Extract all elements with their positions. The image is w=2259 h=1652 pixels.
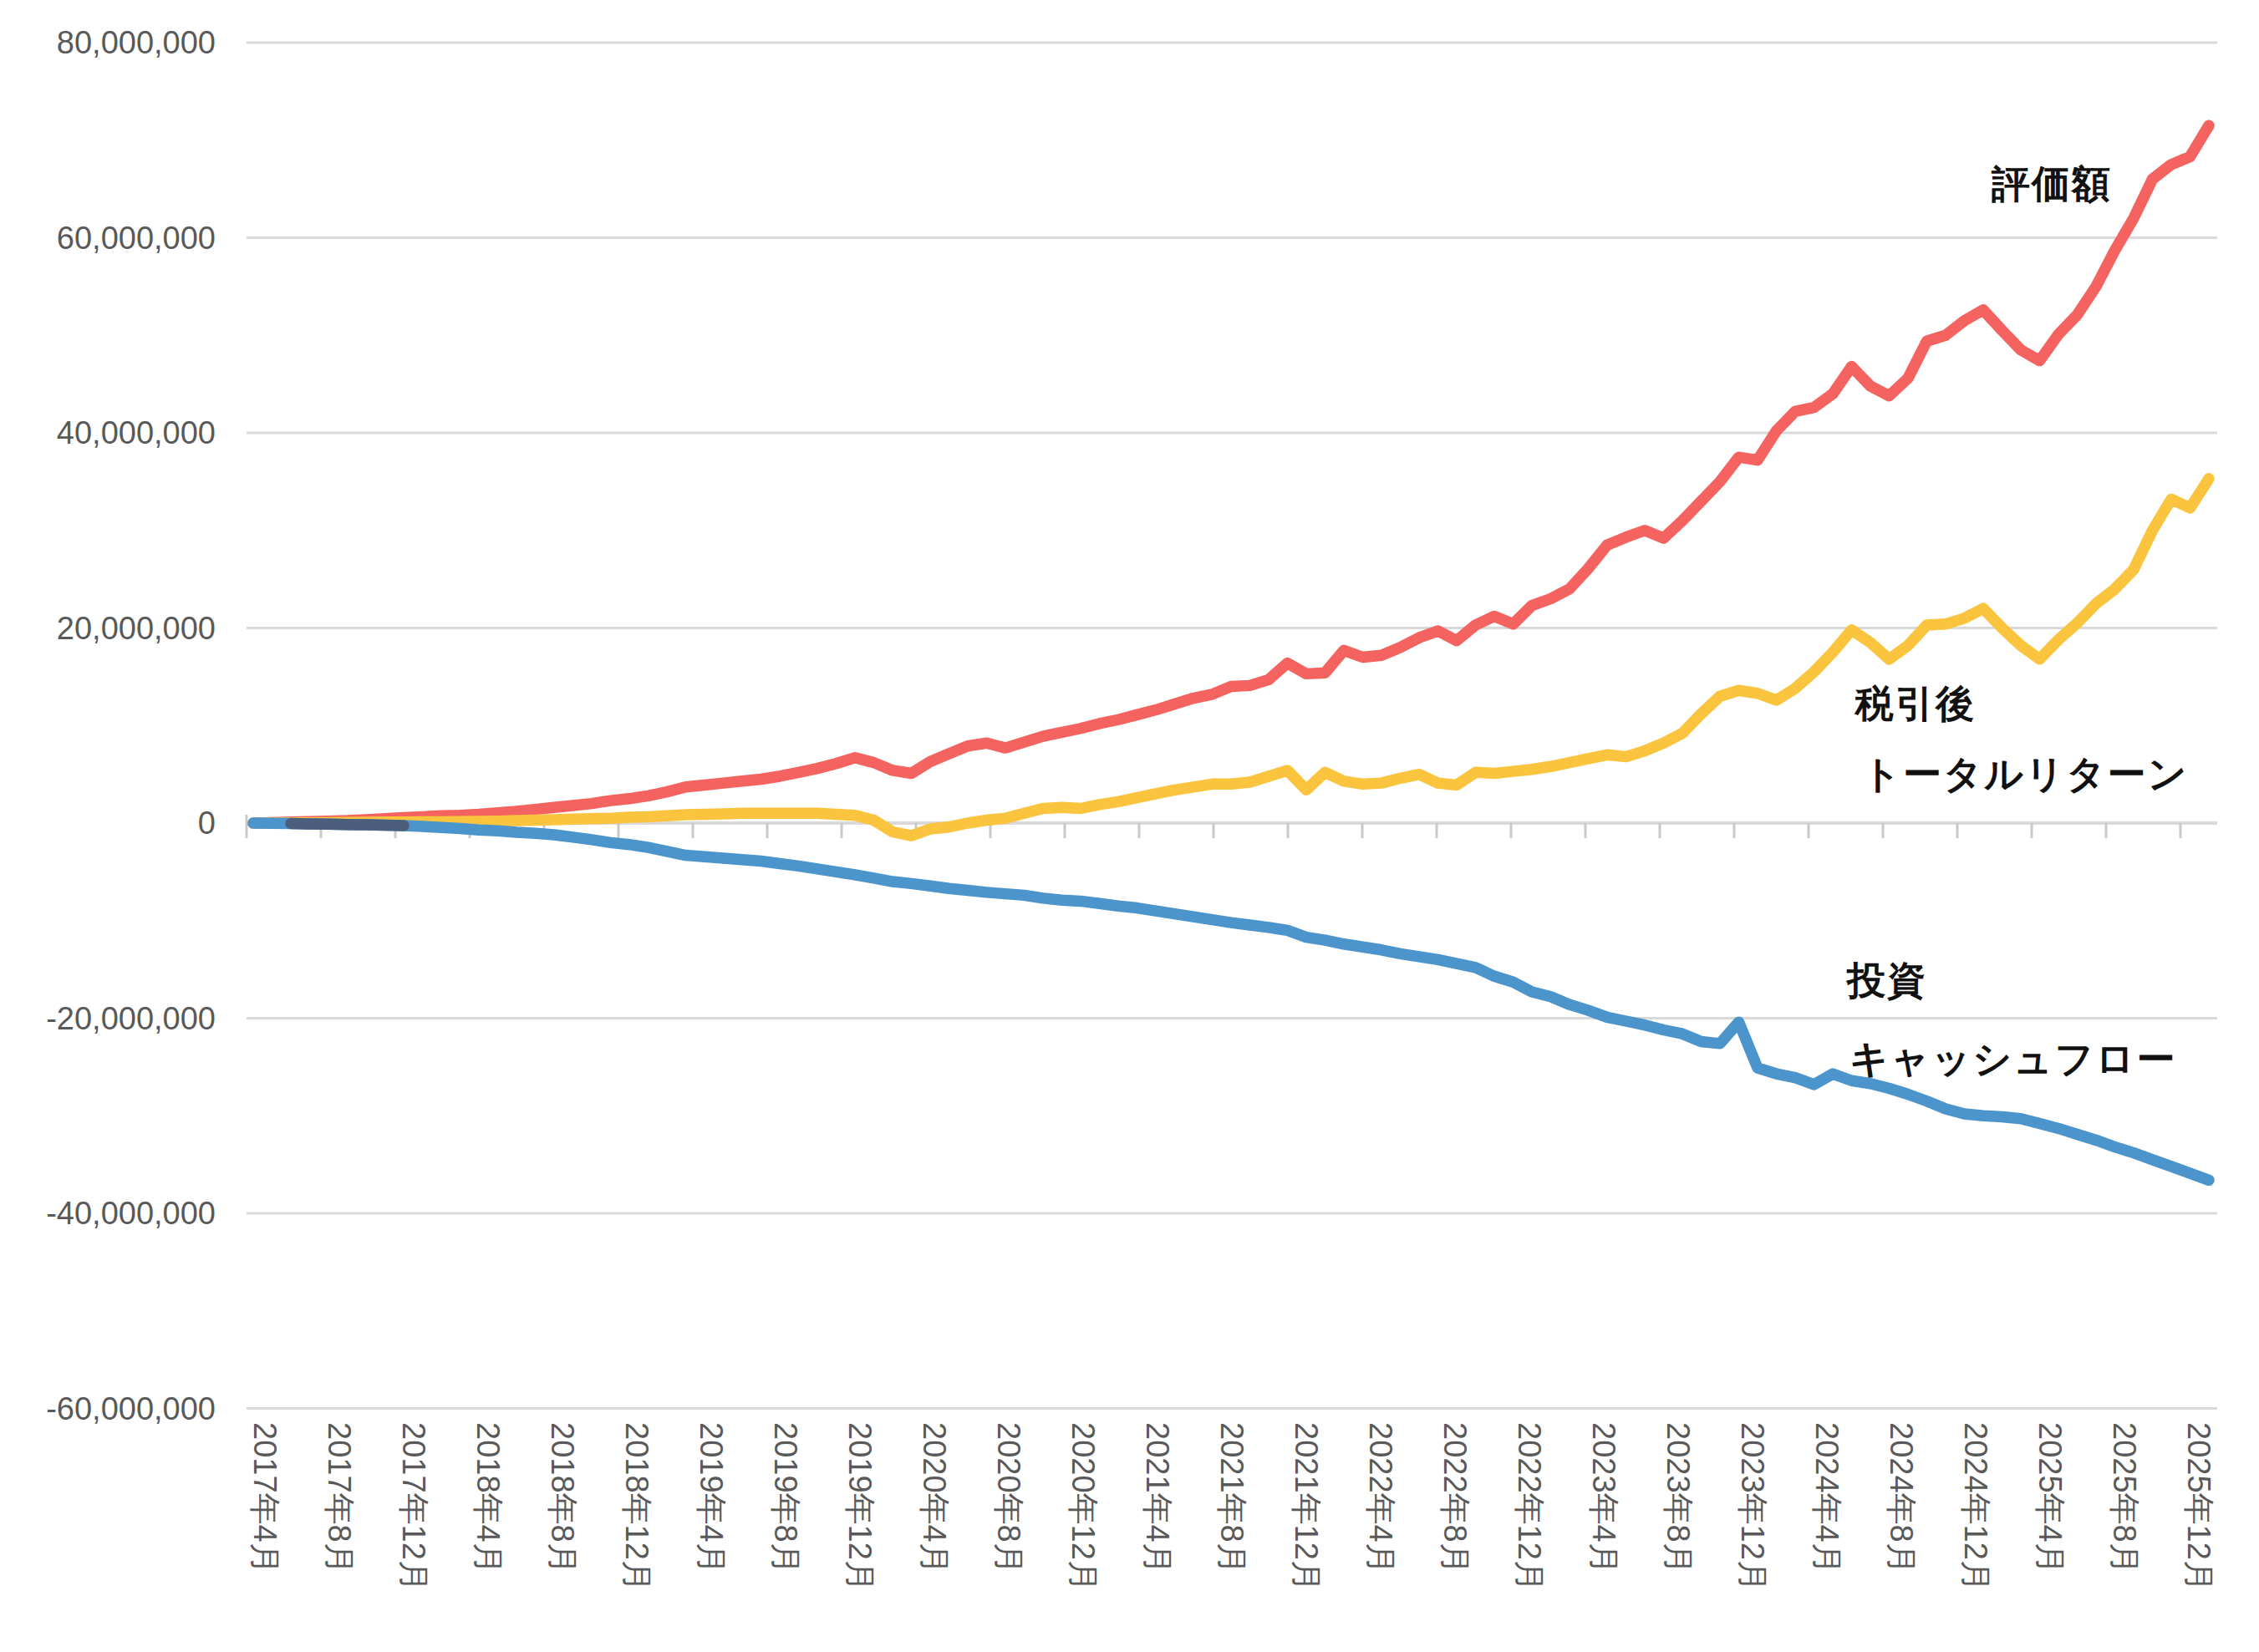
after-tax-return-series-label-line1: 税引後 <box>1855 679 1976 730</box>
plot-canvas <box>0 0 2259 1652</box>
x-axis-tick-label: 2023年4月 <box>1585 1422 1622 1574</box>
y-axis-tick-label: 40,000,000 <box>7 412 216 454</box>
y-axis-tick-label: 20,000,000 <box>7 607 216 649</box>
x-axis-tick-label: 2017年8月 <box>321 1422 358 1574</box>
y-axis-tick-label: -20,000,000 <box>7 998 216 1039</box>
x-axis-tick-label: 2022年12月 <box>1511 1422 1548 1592</box>
portfolio-performance-chart: 80,000,000 60,000,000 40,000,000 20,000,000… <box>0 0 2259 1652</box>
y-axis-tick-label: -60,000,000 <box>7 1388 216 1430</box>
x-axis-tick-label: 2025年4月 <box>2032 1422 2068 1574</box>
valuation-series-label: 評価額 <box>1992 159 2112 211</box>
x-axis-tick-label: 2018年8月 <box>544 1422 581 1574</box>
investment-cashflow-series-label-line1: 投資 <box>1847 955 1927 1007</box>
x-axis-tick-label: 2017年4月 <box>247 1422 283 1574</box>
investment-cashflow-series-label-line2: キャッシュフロー <box>1849 1034 2177 1085</box>
y-axis-tick-label: -40,000,000 <box>7 1192 216 1234</box>
y-axis-tick-label: 80,000,000 <box>7 22 216 64</box>
x-axis-tick-label: 2024年4月 <box>1809 1422 1845 1574</box>
x-axis-tick-label: 2019年4月 <box>693 1422 730 1574</box>
x-axis-tick-label: 2025年8月 <box>2106 1422 2143 1574</box>
series-lines <box>253 125 2209 1180</box>
x-axis-tick-label: 2022年8月 <box>1437 1422 1473 1574</box>
series-overlap-segment <box>291 824 404 826</box>
x-axis-tick-label: 2020年4月 <box>916 1422 953 1574</box>
x-axis-tick-label: 2024年8月 <box>1883 1422 1920 1574</box>
x-axis-tick-label: 2017年12月 <box>395 1422 432 1592</box>
x-axis-tick-label: 2020年12月 <box>1065 1422 1102 1592</box>
x-axis-tick-label: 2021年12月 <box>1288 1422 1325 1592</box>
x-axis-tick-label: 2024年12月 <box>1957 1422 1994 1592</box>
x-axis-tick-label: 2023年8月 <box>1660 1422 1697 1574</box>
y-axis-tick-label: 60,000,000 <box>7 217 216 259</box>
x-axis-tick-label: 2020年8月 <box>990 1422 1027 1574</box>
x-axis-tick-label: 2019年8月 <box>767 1422 804 1574</box>
x-axis-tick-label: 2025年12月 <box>2180 1422 2217 1592</box>
x-axis-tick-label: 2018年4月 <box>470 1422 506 1574</box>
x-axis-tick-label: 2019年12月 <box>842 1422 878 1592</box>
x-axis-tick-label: 2021年4月 <box>1139 1422 1176 1574</box>
x-axis-tick-label: 2022年4月 <box>1362 1422 1399 1574</box>
x-axis-tick-label: 2018年12月 <box>618 1422 655 1592</box>
x-axis-tick-label: 2021年8月 <box>1213 1422 1250 1574</box>
y-axis-tick-label: 0 <box>7 802 216 844</box>
after-tax-return-series-label-line2: トータルリターン <box>1862 749 2188 801</box>
x-axis-tick-label: 2023年12月 <box>1734 1422 1771 1592</box>
